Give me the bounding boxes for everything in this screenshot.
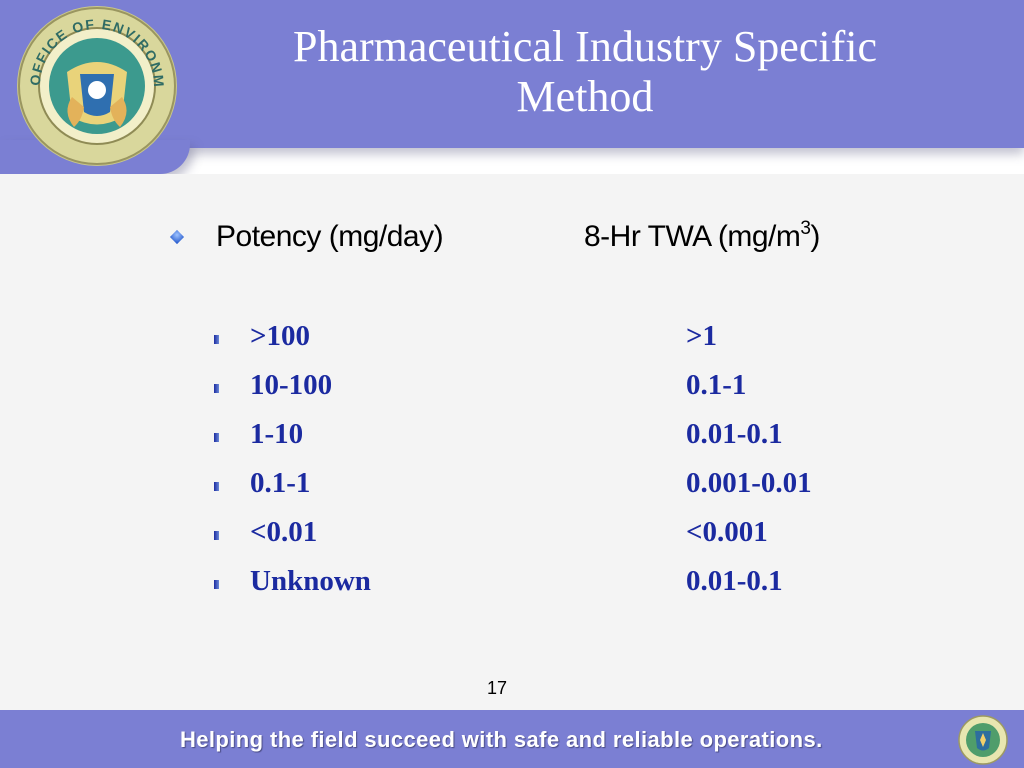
- twa-value: <0.001: [686, 516, 768, 548]
- potency-value: >100: [250, 320, 311, 352]
- doe-seal-icon: [958, 715, 1008, 765]
- content-area: [0, 174, 1024, 710]
- table-row: <0.01 <0.001: [210, 512, 910, 561]
- header-twa-close: ): [810, 220, 820, 253]
- title-line-1: Pharmaceutical Industry Specific: [292, 22, 877, 71]
- twa-value: >1: [686, 320, 718, 352]
- square-bullet-icon: [214, 433, 219, 442]
- square-bullet-icon: [214, 335, 219, 344]
- square-bullet-icon: [214, 580, 219, 589]
- twa-value: 0.001-0.01: [686, 467, 812, 499]
- potency-value: 1-10: [250, 418, 304, 450]
- potency-value: Unknown: [250, 565, 371, 597]
- footer-tagline: Helping the field succeed with safe and …: [180, 727, 823, 752]
- header-twa-superscript: 3: [800, 218, 811, 239]
- header-twa-base: 8-Hr TWA (mg/m: [584, 220, 801, 253]
- twa-value: 0.01-0.1: [686, 565, 783, 597]
- header-twa: 8-Hr TWA (mg/m3): [584, 218, 820, 254]
- table-row: 0.1-1 0.001-0.01: [210, 463, 910, 512]
- potency-value: <0.01: [250, 516, 318, 548]
- office-seal-logo: OFFICE OF ENVIRONMENT, SAFETY AND HEALTH: [12, 2, 177, 166]
- table-row: 10-100 0.1-1: [210, 365, 910, 414]
- header-potency: Potency (mg/day): [216, 220, 444, 253]
- title-line-2: Method: [516, 72, 654, 121]
- twa-value: 0.01-0.1: [686, 418, 783, 450]
- potency-table: >100 >1 10-100 0.1-1 1-10 0.01-0.1 0.1-1…: [210, 316, 910, 610]
- table-row: 1-10 0.01-0.1: [210, 414, 910, 463]
- square-bullet-icon: [214, 384, 219, 393]
- twa-value: 0.1-1: [686, 369, 747, 401]
- slide-title: Pharmaceutical Industry Specific Method: [190, 22, 980, 122]
- square-bullet-icon: [214, 482, 219, 491]
- table-row: Unknown 0.01-0.1: [210, 561, 910, 610]
- square-bullet-icon: [214, 531, 219, 540]
- potency-value: 0.1-1: [250, 467, 311, 499]
- diamond-bullet-icon: [169, 229, 185, 245]
- table-row: >100 >1: [210, 316, 910, 365]
- potency-value: 10-100: [250, 369, 333, 401]
- footer-bar: Helping the field succeed with safe and …: [0, 710, 1024, 768]
- page-number: 17: [486, 678, 508, 698]
- table-header: Potency (mg/day) 8-Hr TWA (mg/m3): [169, 216, 932, 260]
